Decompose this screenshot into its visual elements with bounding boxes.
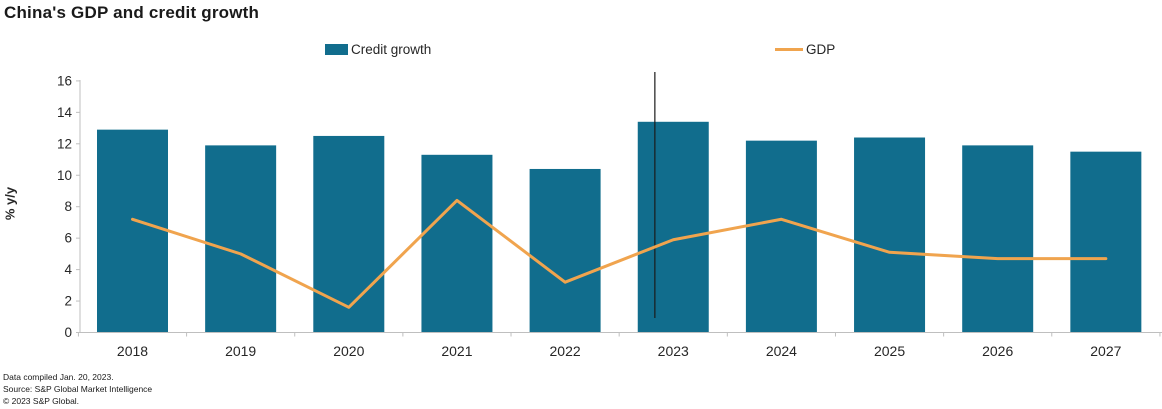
bar-2020 — [313, 135, 385, 333]
bar-2026 — [962, 145, 1034, 333]
footer-compiled-line: Data compiled Jan. 20, 2023. — [3, 372, 114, 382]
bar-2021 — [421, 154, 493, 333]
x-tick-label-2020: 2020 — [333, 343, 364, 359]
y-tick-label: 8 — [64, 199, 72, 214]
legend-label-credit-growth: Credit growth — [351, 42, 432, 57]
y-tick-label: 2 — [64, 294, 72, 309]
y-tick-label: 6 — [64, 231, 72, 246]
source-note: Data compiled Jan. 20, 2023. Source: S&P… — [3, 371, 152, 407]
chart-title: China's GDP and credit growth — [4, 3, 260, 22]
x-tick-label-2019: 2019 — [225, 343, 256, 359]
credit-growth-swatch-icon — [325, 44, 348, 55]
x-tick-label-2023: 2023 — [658, 343, 689, 359]
bar-2024 — [745, 140, 817, 333]
legend-item-credit-growth: Credit growth — [325, 42, 431, 57]
chart-legend: Credit growth GDP — [0, 42, 1162, 60]
gdp-line — [131, 198, 1108, 309]
bar-2018 — [97, 129, 168, 333]
x-tick-label-2022: 2022 — [550, 343, 581, 359]
bar-2027 — [1070, 151, 1142, 333]
bar-2019 — [205, 145, 277, 333]
x-tick-label-2024: 2024 — [766, 343, 797, 359]
x-tick-label-2027: 2027 — [1090, 343, 1121, 359]
gdp-swatch-icon — [775, 48, 803, 51]
legend-label-gdp: GDP — [806, 42, 836, 57]
x-tick-label-2025: 2025 — [874, 343, 905, 359]
footer-copyright-line: © 2023 S&P Global. — [3, 396, 80, 406]
footer-source-line: Source: S&P Global Market Intelligence — [3, 384, 153, 394]
bar-2025 — [854, 137, 926, 333]
y-tick-label: 0 — [64, 325, 72, 340]
y-tick-label: 16 — [57, 73, 72, 88]
y-tick-label: 12 — [57, 136, 72, 151]
x-tick-label-2026: 2026 — [982, 343, 1013, 359]
y-tick-label: 14 — [57, 105, 73, 120]
legend-item-gdp: GDP — [775, 42, 835, 57]
bar-2022 — [529, 168, 601, 333]
x-tick-label-2021: 2021 — [441, 343, 472, 359]
bar-2023 — [637, 121, 709, 333]
x-tick-label-2018: 2018 — [117, 343, 148, 359]
y-tick-label: 4 — [64, 262, 72, 277]
y-tick-label: 10 — [57, 168, 72, 183]
